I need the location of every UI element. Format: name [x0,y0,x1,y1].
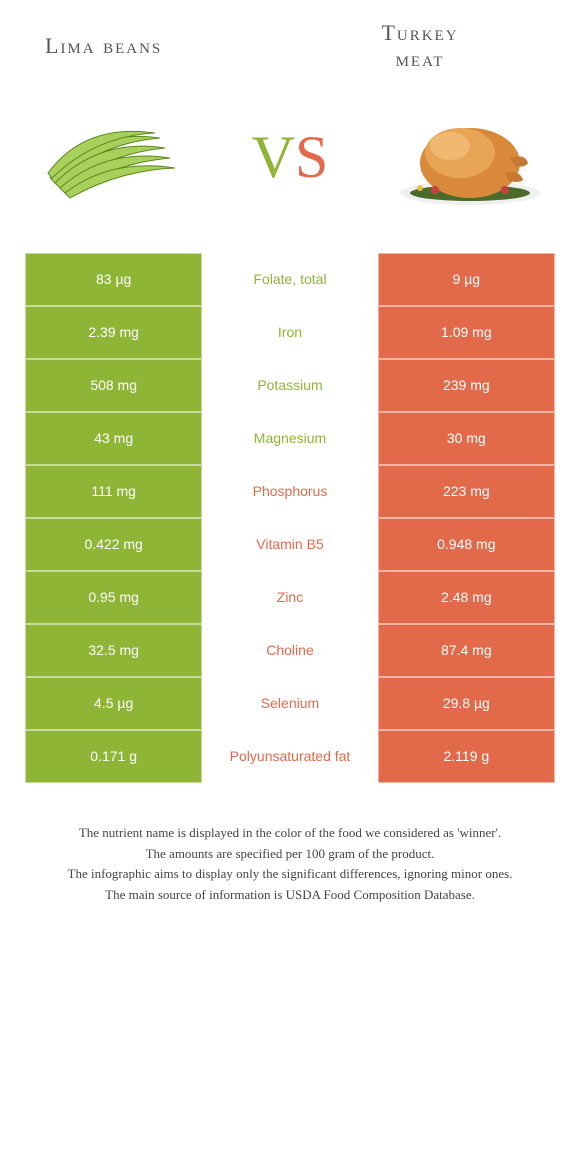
cell-label: Folate, total [202,253,377,306]
cell-left: 32.5 mg [25,624,202,677]
vs-v: V [252,124,295,190]
cell-right: 2.48 mg [378,571,555,624]
table-row: 83 µgFolate, total9 µg [25,253,555,306]
cell-right: 1.09 mg [378,306,555,359]
cell-label: Iron [202,306,377,359]
cell-label: Selenium [202,677,377,730]
cell-label: Phosphorus [202,465,377,518]
cell-right: 87.4 mg [378,624,555,677]
footer-line: The nutrient name is displayed in the co… [35,823,545,844]
titles-row: Lima beans Turkeymeat [25,20,555,73]
table-row: 4.5 µgSelenium29.8 µg [25,677,555,730]
cell-left: 2.39 mg [25,306,202,359]
cell-label: Zinc [202,571,377,624]
cell-right: 29.8 µg [378,677,555,730]
table-row: 2.39 mgIron1.09 mg [25,306,555,359]
table-row: 508 mgPotassium239 mg [25,359,555,412]
title-right: Turkeymeat [295,20,545,73]
footer-line: The main source of information is USDA F… [35,885,545,906]
vs-row: VS [25,103,555,213]
footer-notes: The nutrient name is displayed in the co… [25,823,555,906]
cell-label: Magnesium [202,412,377,465]
cell-label: Polyunsaturated fat [202,730,377,783]
cell-left: 0.95 mg [25,571,202,624]
cell-left: 508 mg [25,359,202,412]
table-row: 0.171 gPolyunsaturated fat2.119 g [25,730,555,783]
cell-label: Vitamin B5 [202,518,377,571]
vs-text: VS [252,123,329,192]
title-left: Lima beans [35,33,295,59]
footer-line: The infographic aims to display only the… [35,864,545,885]
turkey-image [390,103,550,213]
cell-left: 43 mg [25,412,202,465]
table-row: 111 mgPhosphorus223 mg [25,465,555,518]
footer-line: The amounts are specified per 100 gram o… [35,844,545,865]
cell-label: Choline [202,624,377,677]
cell-right: 2.119 g [378,730,555,783]
cell-right: 9 µg [378,253,555,306]
cell-left: 0.171 g [25,730,202,783]
lima-beans-image [30,103,190,213]
nutrient-table: 83 µgFolate, total9 µg2.39 mgIron1.09 mg… [25,253,555,783]
cell-left: 0.422 mg [25,518,202,571]
cell-left: 83 µg [25,253,202,306]
table-row: 43 mgMagnesium30 mg [25,412,555,465]
cell-left: 111 mg [25,465,202,518]
cell-right: 30 mg [378,412,555,465]
cell-right: 223 mg [378,465,555,518]
vs-s: S [295,124,328,190]
cell-right: 0.948 mg [378,518,555,571]
cell-label: Potassium [202,359,377,412]
cell-right: 239 mg [378,359,555,412]
cell-left: 4.5 µg [25,677,202,730]
table-row: 32.5 mgCholine87.4 mg [25,624,555,677]
table-row: 0.422 mgVitamin B50.948 mg [25,518,555,571]
title-right-text: Turkeymeat [381,20,458,71]
table-row: 0.95 mgZinc2.48 mg [25,571,555,624]
